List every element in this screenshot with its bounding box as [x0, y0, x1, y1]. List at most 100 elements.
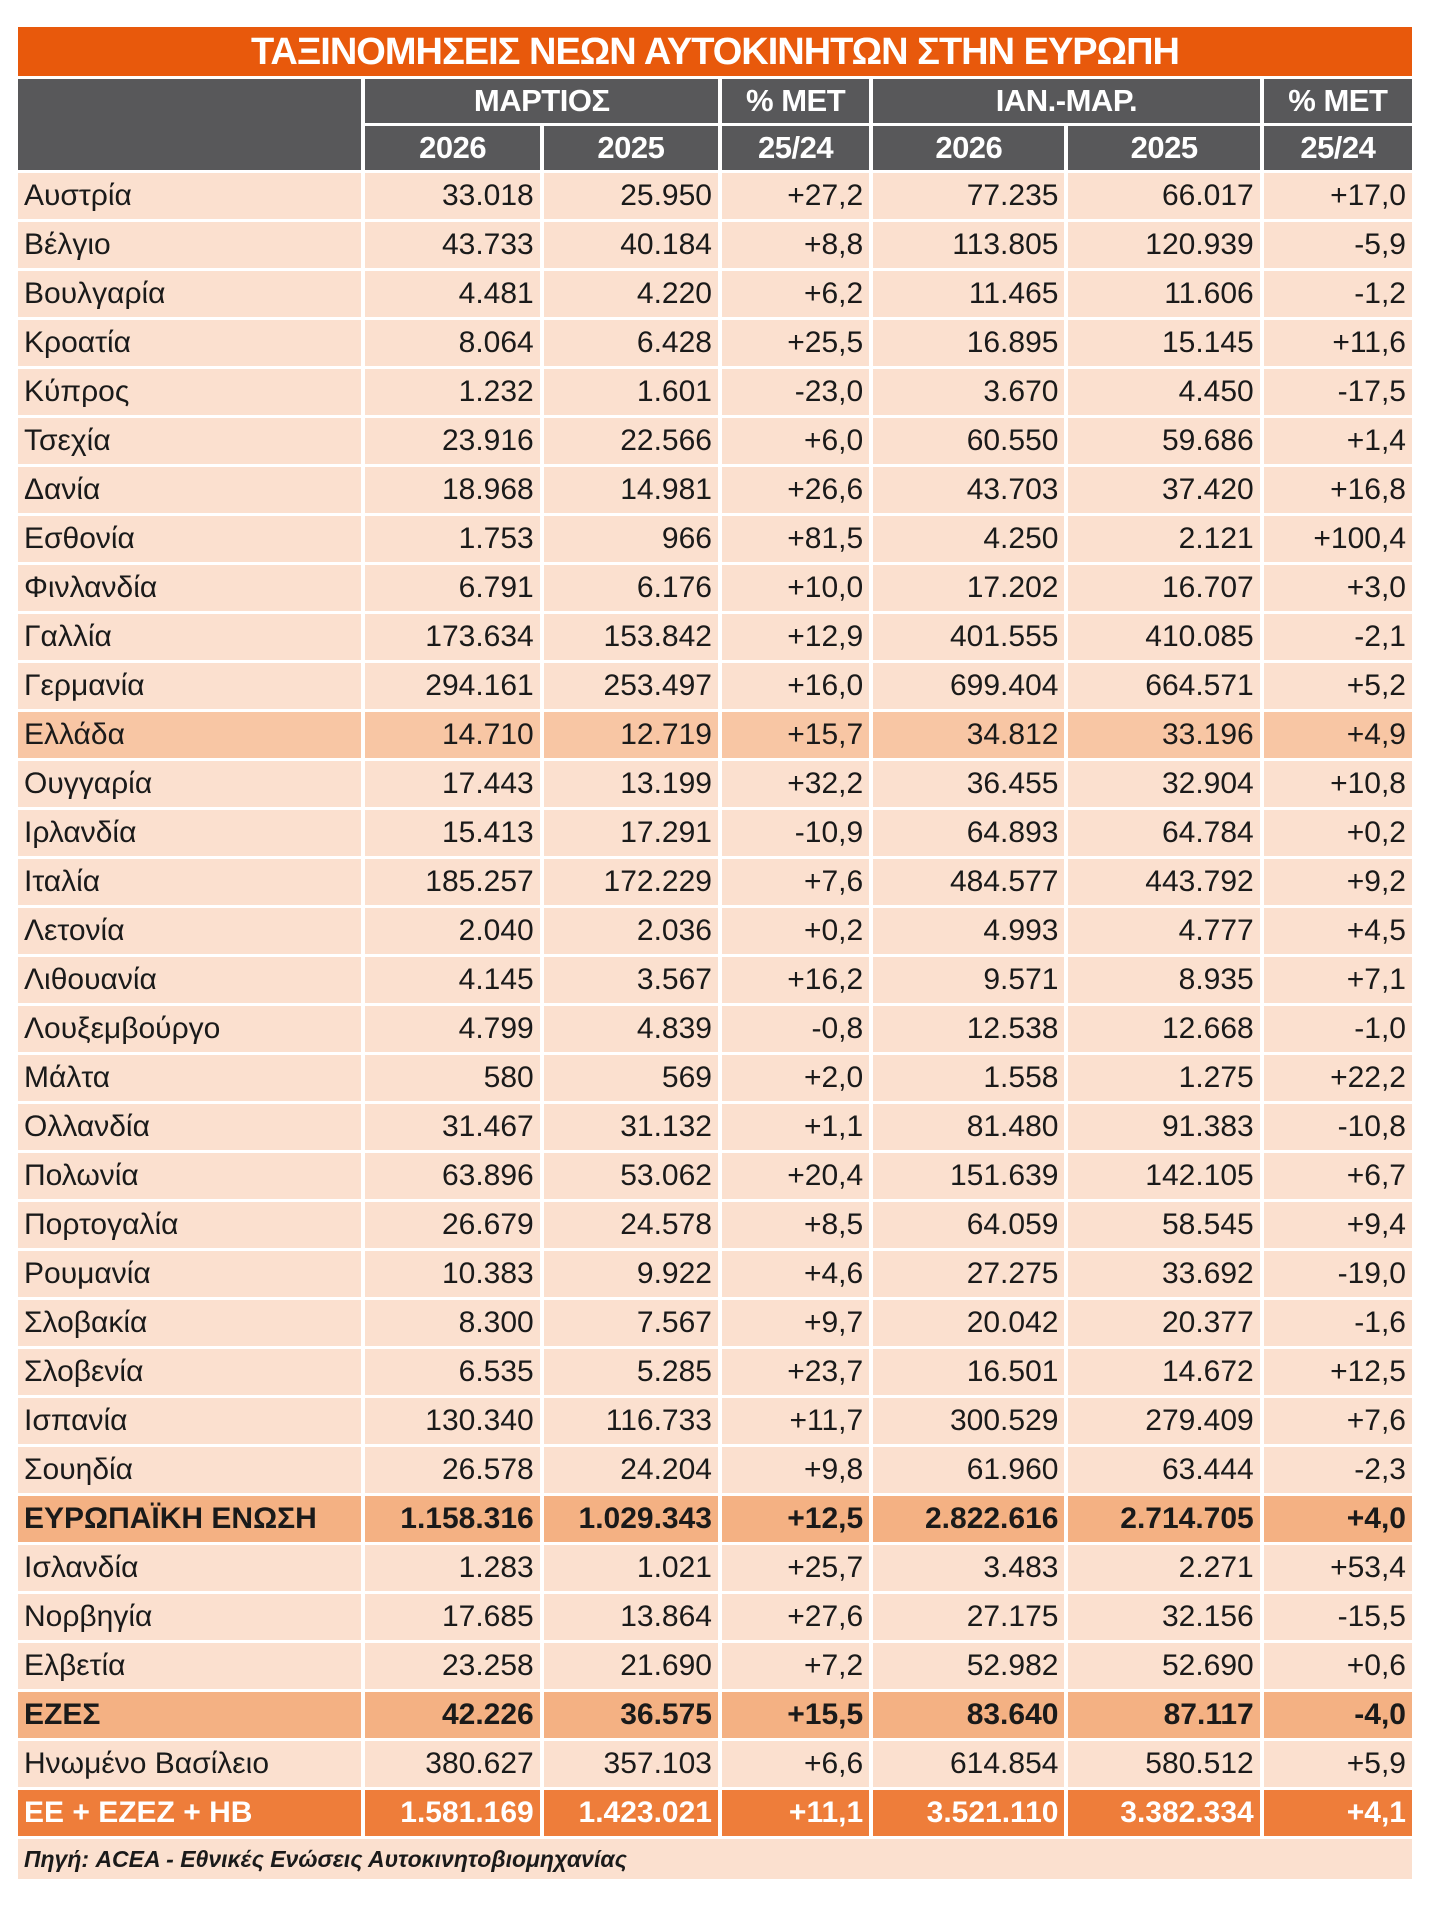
table-title: ΤΑΞΙΝΟΜΗΣΕΙΣ ΝΕΩΝ ΑΥΤΟΚΙΝΗΤΩΝ ΣΤΗΝ ΕΥΡΩΠ…: [18, 27, 1412, 76]
ytd-change-cell: -2,3: [1263, 1447, 1412, 1493]
march-change-cell: +25,5: [721, 320, 870, 366]
march-2025-cell: 17.291: [543, 810, 718, 856]
country-name: Μάλτα: [18, 1055, 362, 1101]
table-row: Ολλανδία 31.467 31.132 +1,1 81.480 91.383 -10,…: [18, 1104, 1412, 1150]
header-col: 2026: [365, 126, 540, 170]
ytd-change-cell: +4,1: [1263, 1790, 1412, 1836]
march-2025-cell: 6.176: [543, 565, 718, 611]
table-row: Ιρλανδία 15.413 17.291 -10,9 64.893 64.784 +0,…: [18, 810, 1412, 856]
table-row: Ιταλία 185.257 172.229 +7,6 484.577 443.792 +9…: [18, 859, 1412, 905]
march-change-cell: +6,2: [721, 271, 870, 317]
ytd-2025-cell: 58.545: [1068, 1202, 1260, 1248]
ytd-change-cell: -2,1: [1263, 614, 1412, 660]
header-row-years: 2026 2025 25/24 2026 2025 25/24: [18, 126, 1412, 170]
ytd-2025-cell: 12.668: [1068, 1006, 1260, 1052]
march-2026-cell: 17.685: [365, 1594, 540, 1640]
march-change-cell: -10,9: [721, 810, 870, 856]
march-2025-cell: 1.601: [543, 369, 718, 415]
ytd-change-cell: -1,6: [1263, 1300, 1412, 1346]
ytd-2025-cell: 33.196: [1068, 712, 1260, 758]
ytd-change-cell: +7,1: [1263, 957, 1412, 1003]
march-2025-cell: 24.578: [543, 1202, 718, 1248]
march-2026-cell: 185.257: [365, 859, 540, 905]
march-change-cell: +12,9: [721, 614, 870, 660]
country-name: Γερμανία: [18, 663, 362, 709]
ytd-2026-cell: 64.059: [873, 1202, 1065, 1248]
march-2025-cell: 31.132: [543, 1104, 718, 1150]
ytd-2026-cell: 4.250: [873, 516, 1065, 562]
ytd-2025-cell: 1.275: [1068, 1055, 1260, 1101]
ytd-2026-cell: 12.538: [873, 1006, 1065, 1052]
march-change-cell: +7,2: [721, 1643, 870, 1689]
registrations-table-panel: ΤΑΞΙΝΟΜΗΣΕΙΣ ΝΕΩΝ ΑΥΤΟΚΙΝΗΤΩΝ ΣΤΗΝ ΕΥΡΩΠ…: [18, 27, 1412, 1882]
ytd-2025-cell: 120.939: [1068, 222, 1260, 268]
march-2025-cell: 21.690: [543, 1643, 718, 1689]
march-change-cell: +16,0: [721, 663, 870, 709]
ytd-2025-cell: 410.085: [1068, 614, 1260, 660]
country-name: ΕΕ + ΕΖΕΖ + ΗΒ: [18, 1790, 362, 1836]
ytd-2026-cell: 9.571: [873, 957, 1065, 1003]
ytd-2026-cell: 27.275: [873, 1251, 1065, 1297]
ytd-2026-cell: 34.812: [873, 712, 1065, 758]
country-name: Δανία: [18, 467, 362, 513]
ytd-2026-cell: 81.480: [873, 1104, 1065, 1150]
march-2025-cell: 13.199: [543, 761, 718, 807]
header-row-groups: ΜΑΡΤΙΟΣ % ΜΕΤ ΙΑΝ.-ΜΑΡ. % ΜΕΤ: [18, 79, 1412, 170]
header-march: ΜΑΡΤΙΟΣ: [365, 79, 718, 123]
march-2026-cell: 63.896: [365, 1153, 540, 1199]
march-change-cell: +20,4: [721, 1153, 870, 1199]
march-change-cell: +0,2: [721, 908, 870, 954]
source-row: Πηγή: ACEA - Εθνικές Ενώσεις Αυτοκινητοβ…: [18, 1839, 1412, 1879]
table-row: Κροατία 8.064 6.428 +25,5 16.895 15.145 +11,6: [18, 320, 1412, 366]
march-2026-cell: 23.916: [365, 418, 540, 464]
march-2026-cell: 130.340: [365, 1398, 540, 1444]
march-2025-cell: 4.220: [543, 271, 718, 317]
table-row: Γερμανία 294.161 253.497 +16,0 699.404 664.57…: [18, 663, 1412, 709]
ytd-change-cell: +4,0: [1263, 1496, 1412, 1542]
table-row: Τσεχία 23.916 22.566 +6,0 60.550 59.686 +1,4: [18, 418, 1412, 464]
march-2025-cell: 25.950: [543, 173, 718, 219]
ytd-change-cell: +17,0: [1263, 173, 1412, 219]
ytd-2025-cell: 4.777: [1068, 908, 1260, 954]
ytd-2026-cell: 77.235: [873, 173, 1065, 219]
ytd-change-cell: -5,9: [1263, 222, 1412, 268]
march-2026-cell: 1.158.316: [365, 1496, 540, 1542]
subtotal-row: ΕΖΕΣ 42.226 36.575 +15,5 83.640 87.117 -4,0: [18, 1692, 1412, 1738]
country-name: Ουγγαρία: [18, 761, 362, 807]
header-pct-march: % ΜΕΤ: [721, 79, 870, 123]
ytd-2026-cell: 83.640: [873, 1692, 1065, 1738]
march-2025-cell: 40.184: [543, 222, 718, 268]
march-2026-cell: 1.283: [365, 1545, 540, 1591]
country-name: Πορτογαλία: [18, 1202, 362, 1248]
ytd-2025-cell: 664.571: [1068, 663, 1260, 709]
ytd-change-cell: +4,9: [1263, 712, 1412, 758]
march-change-cell: +12,5: [721, 1496, 870, 1542]
country-name: Λουξεμβούργο: [18, 1006, 362, 1052]
march-change-cell: +81,5: [721, 516, 870, 562]
ytd-change-cell: +0,6: [1263, 1643, 1412, 1689]
table-row: Γαλλία 173.634 153.842 +12,9 401.555 410.085-…: [18, 614, 1412, 660]
registrations-table: ΜΑΡΤΙΟΣ % ΜΕΤ ΙΑΝ.-ΜΑΡ. % ΜΕΤ 2026 2025 …: [14, 76, 1416, 1882]
march-2026-cell: 15.413: [365, 810, 540, 856]
country-name: Ιταλία: [18, 859, 362, 905]
march-2026-cell: 43.733: [365, 222, 540, 268]
ytd-change-cell: -17,5: [1263, 369, 1412, 415]
march-change-cell: +9,7: [721, 1300, 870, 1346]
country-name: Σλοβενία: [18, 1349, 362, 1395]
ytd-2025-cell: 37.420: [1068, 467, 1260, 513]
march-change-cell: +15,5: [721, 1692, 870, 1738]
country-name: Ολλανδία: [18, 1104, 362, 1150]
ytd-2026-cell: 300.529: [873, 1398, 1065, 1444]
ytd-2025-cell: 8.935: [1068, 957, 1260, 1003]
table-row: Ισλανδία 1.283 1.021 +25,7 3.483 2.271 +53,4: [18, 1545, 1412, 1591]
ytd-2025-cell: 66.017: [1068, 173, 1260, 219]
ytd-2026-cell: 20.042: [873, 1300, 1065, 1346]
ytd-2025-cell: 63.444: [1068, 1447, 1260, 1493]
ytd-2025-cell: 15.145: [1068, 320, 1260, 366]
march-2025-cell: 12.719: [543, 712, 718, 758]
march-change-cell: +10,0: [721, 565, 870, 611]
ytd-2026-cell: 401.555: [873, 614, 1065, 660]
march-2026-cell: 380.627: [365, 1741, 540, 1787]
ytd-2025-cell: 3.382.334: [1068, 1790, 1260, 1836]
table-row: Αυστρία 33.018 25.950 +27,2 77.235 66.017 +17,…: [18, 173, 1412, 219]
